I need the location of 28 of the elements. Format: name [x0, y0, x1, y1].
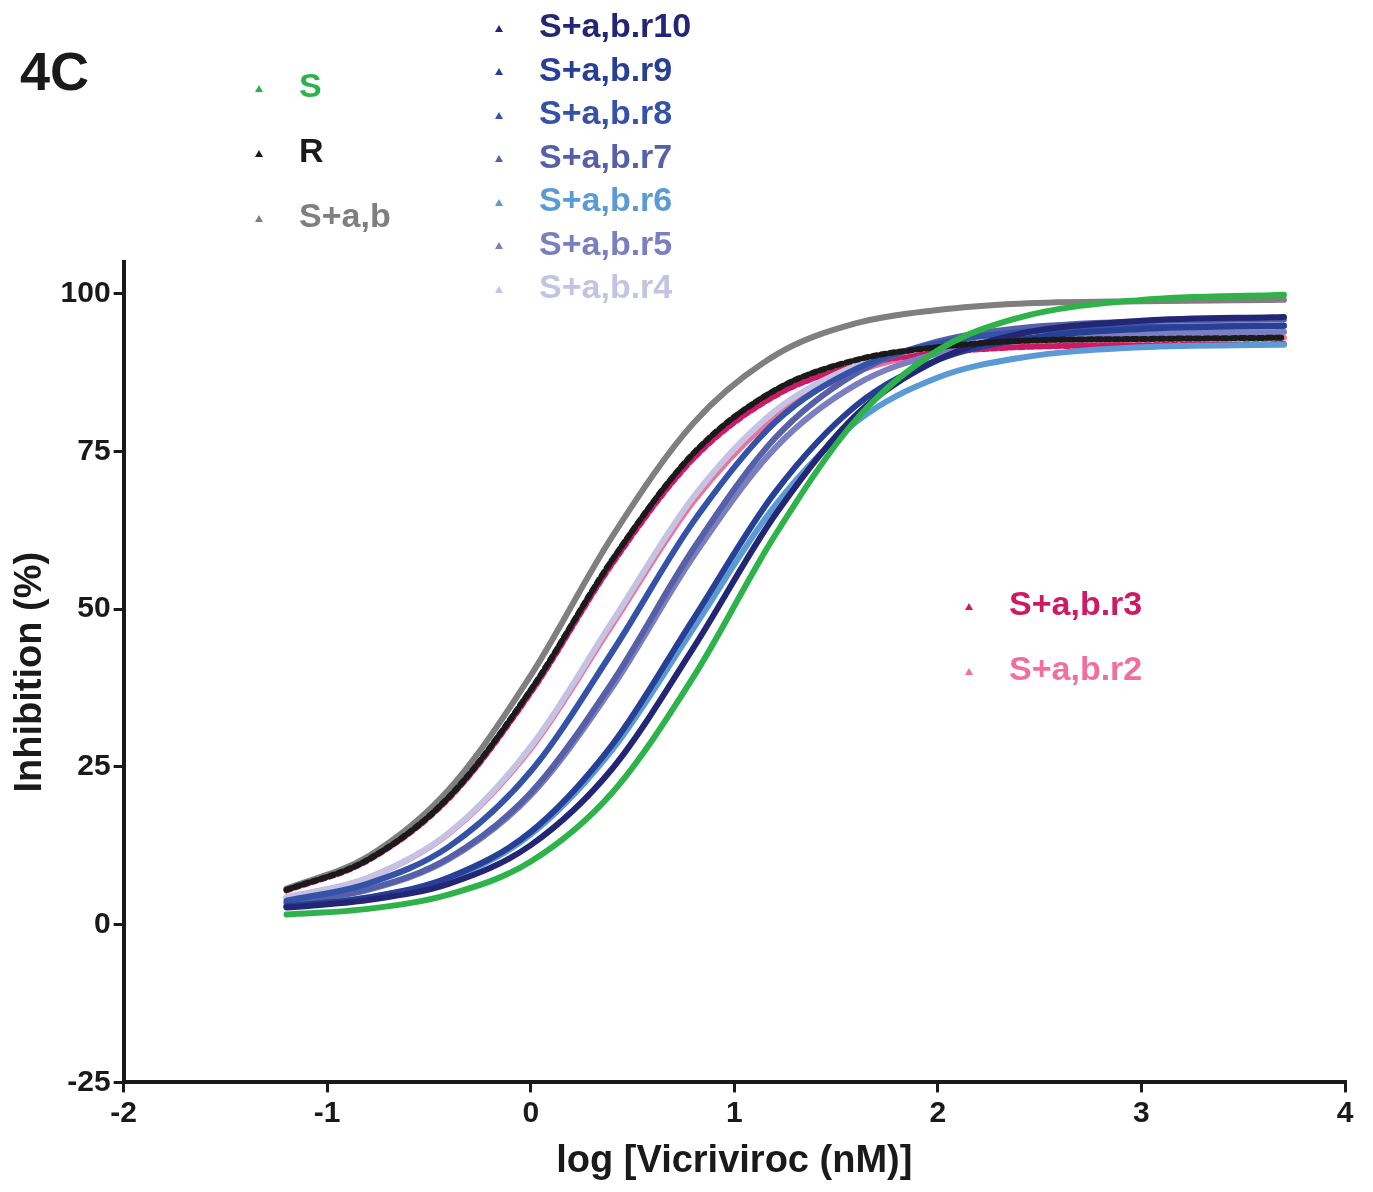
x-tick-label: 2: [929, 1094, 947, 1128]
legend-label: S: [299, 66, 322, 104]
legend-label: S+a,b.r7: [539, 136, 673, 175]
legend-label: S+a,b.r9: [539, 49, 673, 88]
legend-label: S+a,b.r8: [539, 93, 673, 131]
legend-label: R: [299, 131, 324, 169]
chart-title: 4C: [20, 40, 90, 102]
y-tick-label: 75: [77, 432, 111, 466]
legend-label: S+a,b.r3: [1009, 584, 1143, 622]
x-tick-label: 4: [1336, 1094, 1354, 1128]
x-tick-label: 0: [522, 1094, 540, 1128]
y-tick-label: 0: [93, 905, 111, 939]
y-tick-label: 50: [77, 590, 111, 624]
x-tick-label: -1: [313, 1094, 341, 1128]
y-axis-title: Inhibition (%): [7, 551, 50, 793]
legend-label: S+a,b: [299, 196, 391, 234]
x-tick-label: 3: [1133, 1094, 1150, 1128]
x-tick-label: -2: [110, 1094, 137, 1128]
legend-label: S+a,b.r6: [539, 180, 673, 218]
y-tick-label: -25: [67, 1063, 111, 1097]
legend-label: S+a,b.r10: [539, 6, 692, 44]
y-tick-label: 100: [60, 274, 111, 308]
x-tick-label: 1: [725, 1094, 743, 1128]
y-tick-label: 25: [77, 748, 111, 782]
legend-label: S+a,b.r2: [1009, 649, 1143, 687]
x-axis-title: log [Vicriviroc (nM)]: [556, 1137, 913, 1180]
legend-label: S+a,b.r5: [539, 223, 673, 262]
legend-label: S+a,b.r4: [539, 267, 673, 305]
